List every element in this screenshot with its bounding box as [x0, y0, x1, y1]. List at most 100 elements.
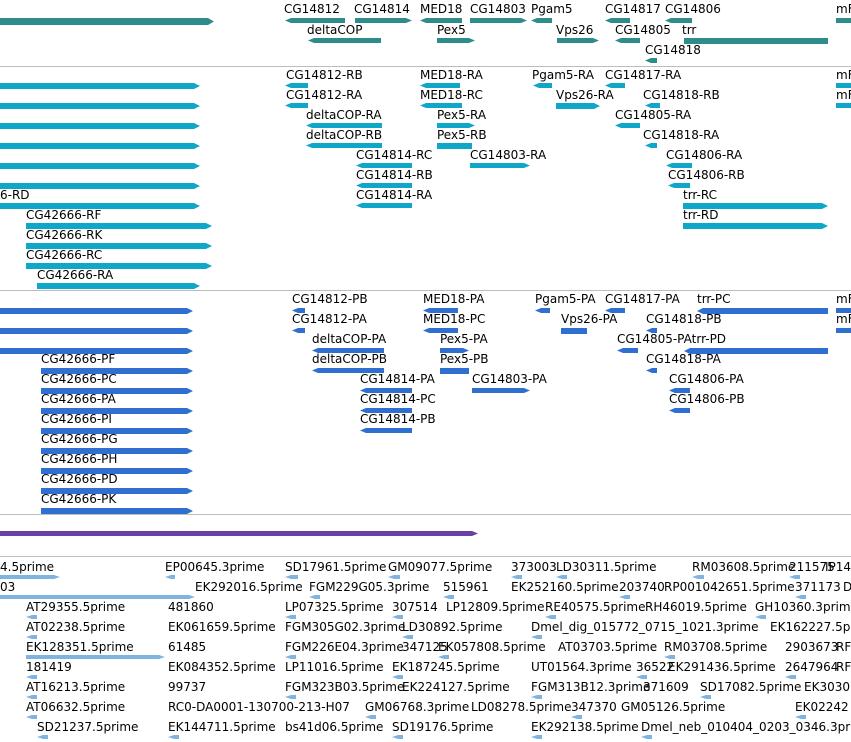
- genes-feature[interactable]: [0, 18, 214, 25]
- proteins-feature-label[interactable]: CG14806-PB: [669, 392, 745, 406]
- ests-feature[interactable]: [392, 735, 403, 739]
- ests-feature-label[interactable]: GM06768.3prime: [365, 700, 470, 714]
- proteins-feature-label[interactable]: CG42666-PG: [41, 432, 118, 446]
- ests-feature[interactable]: [636, 675, 647, 679]
- proteins-feature[interactable]: [646, 328, 657, 333]
- ests-feature-label[interactable]: EK02242: [795, 700, 849, 714]
- proteins-feature-label[interactable]: MED18-PC: [423, 312, 486, 326]
- transcripts-feature[interactable]: [285, 103, 308, 108]
- ests-feature-label[interactable]: LP12809.5prime: [446, 600, 545, 614]
- ests-feature-label[interactable]: FGM313B12.3prime: [531, 680, 651, 694]
- ests-feature-label[interactable]: RM03708.5prime: [664, 640, 768, 654]
- proteins-feature-label[interactable]: CG14817-PA: [605, 292, 680, 306]
- ests-feature[interactable]: [0, 595, 195, 599]
- ests-feature[interactable]: [392, 615, 403, 619]
- genes-feature-label[interactable]: CG14806: [665, 2, 721, 16]
- proteins-feature-label[interactable]: CG42666-PK: [41, 492, 117, 506]
- ests-feature[interactable]: [392, 675, 403, 679]
- transcripts-feature-label[interactable]: deltaCOP-RA: [306, 108, 382, 122]
- ests-feature-label[interactable]: EK292016.5prime: [195, 580, 303, 594]
- genes-feature-label[interactable]: trr: [682, 23, 697, 37]
- ests-feature-label[interactable]: FGM229G05.3prime: [309, 580, 430, 594]
- transcripts-feature[interactable]: [306, 123, 382, 128]
- genes-feature-label[interactable]: MED18: [420, 2, 463, 16]
- ests-feature[interactable]: [785, 675, 796, 679]
- transcripts-feature[interactable]: [356, 163, 412, 168]
- proteins-feature[interactable]: [669, 408, 690, 413]
- transcripts-feature-label[interactable]: CG14803-RA: [470, 148, 547, 162]
- proteins-feature[interactable]: [41, 388, 193, 394]
- transcripts-feature[interactable]: [605, 83, 625, 88]
- proteins-feature[interactable]: [697, 308, 828, 314]
- ests-feature-label[interactable]: SD17082.5prime: [700, 680, 802, 694]
- proteins-feature[interactable]: [535, 308, 550, 313]
- genes-feature-label[interactable]: CG14814: [354, 2, 410, 16]
- genes-feature-label[interactable]: CG14812: [284, 2, 340, 16]
- ests-feature-label[interactable]: EK061659.5prime: [168, 620, 276, 634]
- genes-feature-label[interactable]: Vps26: [556, 23, 594, 37]
- proteins-feature[interactable]: [440, 348, 469, 353]
- ests-feature-label[interactable]: LP11016.5prime: [285, 660, 384, 674]
- proteins-feature[interactable]: [41, 508, 193, 514]
- ests-feature-label[interactable]: GM09077.5prime: [388, 560, 493, 574]
- ests-feature-label[interactable]: EK224127.5prime: [402, 680, 510, 694]
- ests-feature-label[interactable]: RC0-DA0001-130700-213-H07: [168, 700, 350, 714]
- transcripts-feature[interactable]: [356, 203, 412, 208]
- genes-feature[interactable]: [645, 58, 657, 63]
- transcripts-feature-label[interactable]: CG42666-RF: [26, 208, 102, 222]
- ests-feature[interactable]: [531, 695, 542, 699]
- proteins-feature-label[interactable]: CG14805-PAtrr-PD: [617, 332, 727, 346]
- ests-feature[interactable]: [285, 695, 296, 699]
- ests-feature-label[interactable]: AT16213.5prime: [26, 680, 126, 694]
- transcripts-feature[interactable]: [0, 123, 200, 129]
- proteins-feature[interactable]: [312, 348, 384, 353]
- ests-feature-label[interactable]: 99737: [168, 680, 207, 694]
- transcripts-feature[interactable]: [666, 163, 692, 168]
- ests-feature-label[interactable]: RE40575.5prime: [545, 600, 646, 614]
- ests-feature[interactable]: [795, 715, 806, 719]
- ests-feature-label[interactable]: LD30311.5prime: [556, 560, 657, 574]
- genes-feature-label[interactable]: CG14805: [615, 23, 671, 37]
- genes-feature[interactable]: [420, 18, 462, 23]
- ests-feature[interactable]: [700, 695, 711, 699]
- ests-feature-label[interactable]: RF: [836, 640, 851, 654]
- ests-feature[interactable]: [285, 575, 298, 579]
- ests-feature[interactable]: [285, 615, 296, 619]
- ests-feature[interactable]: [641, 735, 652, 739]
- ests-feature[interactable]: [26, 615, 37, 619]
- transcripts-feature[interactable]: [26, 223, 212, 229]
- ests-feature-label[interactable]: EK252160.5prime: [511, 580, 619, 594]
- transcripts-feature-label[interactable]: CG14814-RC: [356, 148, 433, 162]
- ests-feature-label[interactable]: RF: [836, 660, 851, 674]
- ests-feature-label[interactable]: EK128351.5prime: [26, 640, 134, 654]
- ests-feature-label[interactable]: AT29355.5prime: [26, 600, 126, 614]
- transcripts-feature[interactable]: [0, 103, 200, 109]
- proteins-feature-label[interactable]: CG42666-PI: [41, 412, 112, 426]
- transcripts-feature[interactable]: [356, 183, 412, 188]
- transcripts-feature[interactable]: [437, 143, 472, 149]
- transcripts-feature-label[interactable]: CG14818-RA: [643, 128, 720, 142]
- transcripts-feature[interactable]: [470, 163, 530, 168]
- ests-feature[interactable]: [443, 595, 454, 599]
- genes-feature-label[interactable]: deltaCOP: [307, 23, 363, 37]
- transcripts-feature-label[interactable]: mF: [836, 68, 851, 82]
- genes-feature-label[interactable]: Pex5: [437, 23, 466, 37]
- ests-feature[interactable]: [755, 615, 766, 619]
- genes-feature-label[interactable]: CG14818: [645, 43, 701, 57]
- proteins-feature-label[interactable]: CG14803-PA: [472, 372, 547, 386]
- proteins-feature[interactable]: [0, 308, 193, 314]
- ests-feature-label[interactable]: 371173: [795, 580, 841, 594]
- genes-feature-label[interactable]: mF: [836, 2, 851, 16]
- transcripts-feature-label[interactable]: CG14814-RA: [356, 188, 433, 202]
- ests-feature[interactable]: [365, 715, 376, 719]
- proteins-feature[interactable]: [669, 388, 690, 393]
- proteins-feature-label[interactable]: Pex5-PA: [440, 332, 488, 346]
- proteins-feature[interactable]: [423, 308, 458, 313]
- genes-feature[interactable]: [684, 38, 828, 44]
- ests-feature-label[interactable]: EP00645.3prime: [165, 560, 265, 574]
- ests-feature-label[interactable]: AT03703.5prime: [558, 640, 658, 654]
- proteins-feature[interactable]: [41, 368, 193, 374]
- ests-feature-label[interactable]: GH10360.3prime: [755, 600, 851, 614]
- transcripts-feature[interactable]: [533, 83, 552, 88]
- ests-feature-label[interactable]: 347370: [571, 700, 617, 714]
